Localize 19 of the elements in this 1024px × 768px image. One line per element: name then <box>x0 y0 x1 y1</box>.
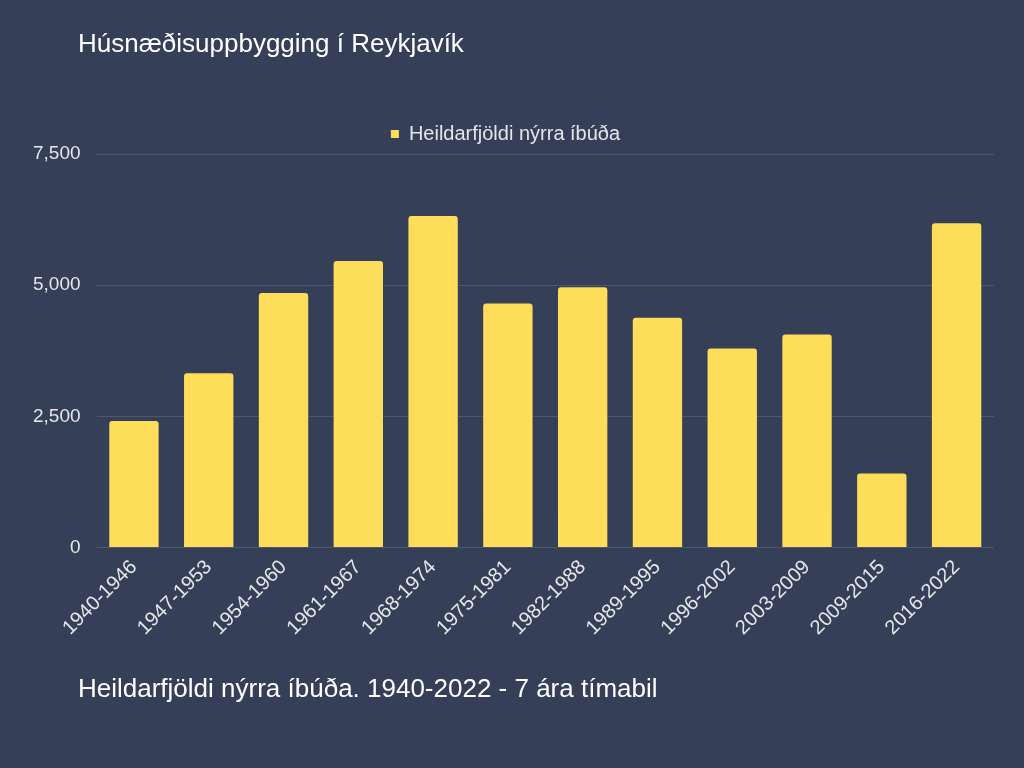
y-tick-label: 2,500 <box>33 404 81 426</box>
y-tick-label: 5,000 <box>33 273 81 295</box>
y-tick-label: 7,500 <box>33 142 81 164</box>
bar <box>258 293 309 547</box>
bar <box>782 334 832 547</box>
text: Heildarfjöldi nýrra íbúða. 1940-2022 - 7 ára tímabil <box>78 673 658 704</box>
y-tick-label: 0 <box>69 535 81 557</box>
bar <box>707 348 757 547</box>
bar <box>109 420 159 547</box>
bar <box>184 373 234 547</box>
bar <box>557 287 608 547</box>
bar <box>333 261 383 547</box>
bar <box>483 303 533 547</box>
bar <box>931 223 982 547</box>
chart-title: Húsnæðisuppbygging í Reykjavík <box>78 28 464 59</box>
legend-label: Heildarfjöldi nýrra íbúða <box>408 121 621 144</box>
bar <box>408 215 458 547</box>
bar <box>632 317 683 547</box>
bar <box>857 473 907 547</box>
